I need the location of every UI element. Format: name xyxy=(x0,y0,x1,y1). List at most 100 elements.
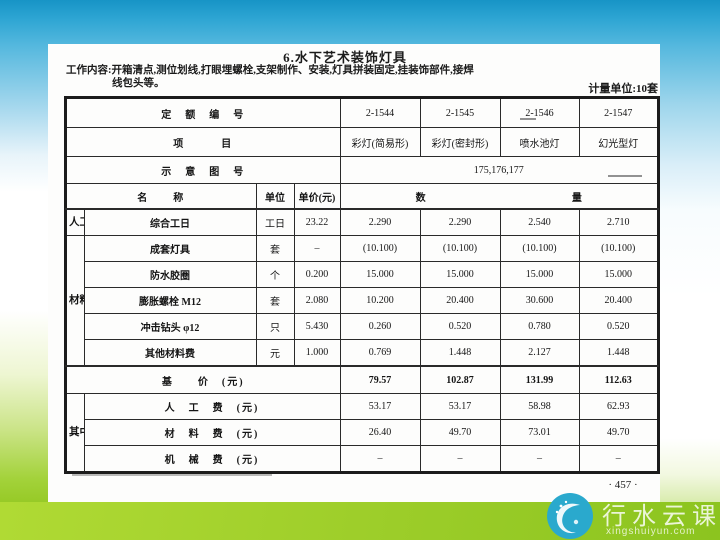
slide-frame-bottom xyxy=(0,502,720,540)
value-cell: 0.260 xyxy=(339,313,421,340)
scan-artifact xyxy=(72,474,272,476)
base-price-label: 基 价 (元) xyxy=(65,365,341,394)
column-header-row: 名 称 单位 单价(元) 数 量 xyxy=(65,183,659,210)
value-cell: 73.01 xyxy=(499,419,580,446)
unit-header: 单位 xyxy=(255,183,295,210)
value-cell: 2.710 xyxy=(578,208,659,236)
quota-number-cell: 2-1546 xyxy=(499,97,580,128)
row-unit: 元 xyxy=(255,339,295,367)
value-cell: 53.17 xyxy=(339,393,421,420)
value-cell: 1.448 xyxy=(578,339,659,367)
material-cost-label: 材 料 费 (元) xyxy=(83,419,341,446)
value-cell: (10.100) xyxy=(339,235,421,262)
row-price: 23.22 xyxy=(293,208,341,236)
item-label: 项 目 xyxy=(65,127,341,157)
value-cell: 0.780 xyxy=(499,313,580,340)
value-cell: – xyxy=(339,445,421,473)
value-cell: 62.93 xyxy=(578,393,659,420)
base-price-cell: 112.63 xyxy=(578,365,659,394)
value-cell: 53.17 xyxy=(419,393,501,420)
value-cell: (10.100) xyxy=(499,235,580,262)
base-price-cell: 102.87 xyxy=(419,365,501,394)
row-unit: 套 xyxy=(255,235,295,262)
page-title: 6.水下艺术装饰灯具 xyxy=(283,50,407,65)
value-cell: 58.98 xyxy=(499,393,580,420)
table-row: 材料 成套灯具 套 – (10.100) (10.100) (10.100) (… xyxy=(65,235,659,367)
site-watermark: 行水云课 xingshuiyun.com xyxy=(546,488,720,540)
value-cell: – xyxy=(499,445,580,473)
item-cell: 幻光型灯 xyxy=(578,127,659,157)
work-content: 工作内容:开箱清点,测位划线,打眼埋螺栓,支架制作、安装,灯具拼装固定,挂装饰部… xyxy=(66,64,586,90)
value-cell: 15.000 xyxy=(578,261,659,288)
name-header: 名 称 xyxy=(65,183,257,210)
row-name: 防水胶圈 xyxy=(83,261,257,288)
scan-artifact xyxy=(608,175,642,177)
value-cell: 20.400 xyxy=(419,287,501,314)
slide-frame-left xyxy=(0,46,48,502)
row-unit: 个 xyxy=(255,261,295,288)
row-price: – xyxy=(293,235,341,262)
item-row: 项 目 彩灯(简易形) 彩灯(密封形) 喷水池灯 幻光型灯 xyxy=(65,127,659,157)
table-row: 膨胀螺栓 M12 套 2.080 10.200 20.400 30.600 20… xyxy=(66,287,659,314)
scan-artifact xyxy=(520,118,536,120)
row-name: 综合工日 xyxy=(83,208,257,236)
diagram-numbers-cell: 175,176,177 xyxy=(339,156,659,184)
quantity-header: 数 量 xyxy=(339,183,659,210)
value-cell: 15.000 xyxy=(499,261,580,288)
measure-unit-note: 计量单位:10套 xyxy=(588,83,658,95)
row-unit: 套 xyxy=(255,287,295,314)
table-row: 其他材料费 元 1.000 0.769 1.448 2.127 1.448 xyxy=(66,339,659,367)
wave-logo-icon xyxy=(547,493,593,539)
watermark-brand-text: 行水云课 xyxy=(602,503,720,530)
value-cell: 0.769 xyxy=(339,339,421,367)
base-price-cell: 131.99 xyxy=(499,365,580,394)
machine-cost-label: 机 械 费 (元) xyxy=(83,445,341,473)
watermark-url-text: xingshuiyun.com xyxy=(606,526,696,537)
value-cell: (10.100) xyxy=(578,235,659,262)
value-cell: – xyxy=(419,445,501,473)
among-row: 机 械 费 (元) – – – – xyxy=(66,445,659,473)
quota-table: 定 额 编 号 2-1544 2-1545 2-1546 2-1547 项 目 … xyxy=(64,96,660,474)
item-cell: 喷水池灯 xyxy=(499,127,580,157)
value-cell: 49.70 xyxy=(578,419,659,446)
row-price: 1.000 xyxy=(293,339,341,367)
work-content-line1: 工作内容:开箱清点,测位划线,打眼埋螺栓,支架制作、安装,灯具拼装固定,挂装饰部… xyxy=(66,65,474,76)
diagram-label: 示 意 图 号 xyxy=(65,156,341,184)
value-cell: 2.290 xyxy=(339,208,421,236)
row-unit: 工日 xyxy=(255,208,295,236)
slide-frame-right xyxy=(660,46,720,502)
work-content-line2: 线包头等。 xyxy=(112,78,165,89)
row-group-material: 材料 xyxy=(65,235,85,367)
value-cell: 15.000 xyxy=(339,261,421,288)
value-cell: 2.540 xyxy=(499,208,580,236)
item-cell: 彩灯(密封形) xyxy=(419,127,501,157)
table-row: 人工 综合工日 工日 23.22 2.290 2.290 2.540 2.710 xyxy=(65,208,659,236)
value-cell: 2.290 xyxy=(419,208,501,236)
quota-number-row: 定 额 编 号 2-1544 2-1545 2-1546 2-1547 xyxy=(65,97,659,128)
page-number: · 457 · xyxy=(608,479,638,491)
row-group-among: 其中 xyxy=(65,393,85,473)
row-group-labor: 人工 xyxy=(65,208,85,236)
quota-number-cell: 2-1544 xyxy=(339,97,421,128)
quota-number-cell: 2-1547 xyxy=(578,97,659,128)
price-header: 单价(元) xyxy=(293,183,341,210)
labor-cost-label: 人 工 费 (元) xyxy=(83,393,341,420)
quota-number-cell: 2-1545 xyxy=(419,97,501,128)
row-name: 冲击钻头 φ12 xyxy=(83,313,257,340)
base-price-row: 基 价 (元) 79.57 102.87 131.99 112.63 xyxy=(65,365,659,394)
value-cell: 15.000 xyxy=(419,261,501,288)
slide-frame-top xyxy=(0,0,720,46)
value-cell: 0.520 xyxy=(578,313,659,340)
value-cell: – xyxy=(578,445,659,473)
item-cell: 彩灯(简易形) xyxy=(339,127,421,157)
among-row: 材 料 费 (元) 26.40 49.70 73.01 49.70 xyxy=(66,419,659,446)
value-cell: 49.70 xyxy=(419,419,501,446)
among-row: 其中 人 工 费 (元) 53.17 53.17 58.98 62.93 xyxy=(65,393,659,473)
table-row: 冲击钻头 φ12 只 5.430 0.260 0.520 0.780 0.520 xyxy=(66,313,659,340)
quantity-header-char: 数 xyxy=(415,192,426,204)
quota-number-label: 定 额 编 号 xyxy=(65,97,341,128)
row-price: 5.430 xyxy=(293,313,341,340)
value-cell: 1.448 xyxy=(419,339,501,367)
base-price-cell: 79.57 xyxy=(339,365,421,394)
